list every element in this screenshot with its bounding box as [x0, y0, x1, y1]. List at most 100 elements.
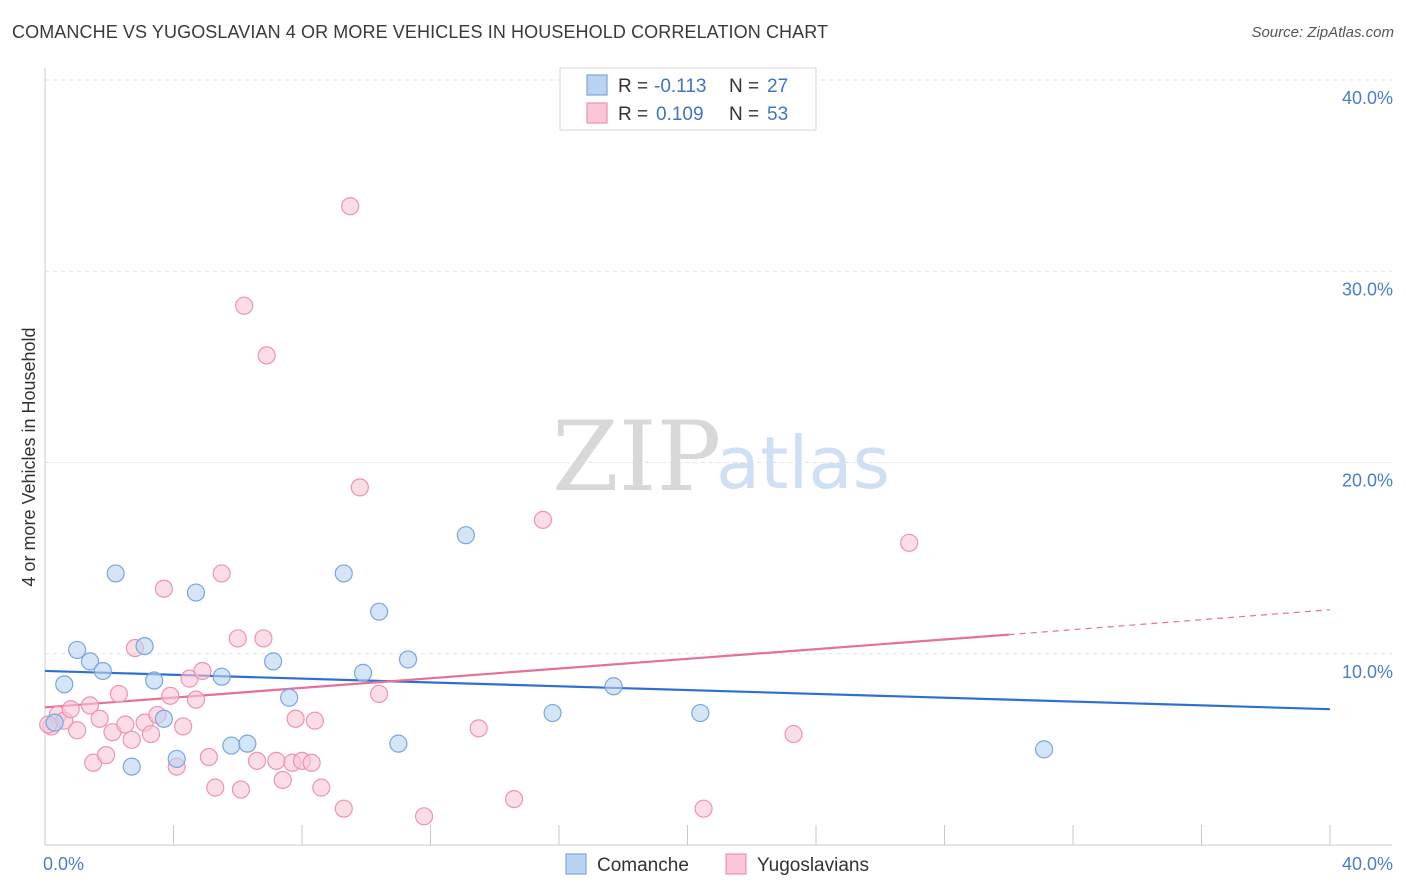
yugoslavian-point [469, 719, 488, 738]
x-tick-label: 40.0% [1342, 854, 1393, 874]
x-tick-labels: 0.0% 40.0% [43, 854, 1393, 874]
legend-r-label-comanche: R = [618, 76, 648, 97]
comanche-point [1034, 740, 1054, 759]
comanche-point [238, 734, 257, 753]
series-legend: Comanche Yugoslavians [565, 853, 869, 876]
legend-n-label-yugoslavians: N = [729, 104, 759, 125]
y-tick-label: 10.0% [1342, 662, 1393, 682]
yugoslavian-point [161, 686, 180, 705]
yugoslavian-point [109, 684, 128, 704]
yugoslavian-point [174, 717, 193, 736]
yugoslavian-point [334, 799, 353, 818]
comanche-point [186, 583, 206, 602]
comanche-point [263, 652, 283, 671]
legend-swatch-yugoslavians [586, 102, 608, 124]
chart-title: COMANCHE VS YUGOSLAVIAN 4 OR MORE VEHICL… [12, 22, 829, 42]
comanche-point [280, 688, 299, 707]
yugoslavian-point [228, 629, 247, 648]
watermark-zip: ZIP [552, 401, 721, 513]
yugoslavian-point [96, 746, 116, 765]
yugoslavian-point [80, 696, 100, 715]
comanche-point [212, 667, 231, 686]
source-credit: Source: ZipAtlas.com [1251, 24, 1394, 41]
yugoslavian-point [350, 478, 369, 497]
yugoslavian-point [90, 709, 109, 728]
yugoslavian-point [305, 711, 324, 730]
comanche-point [691, 703, 710, 723]
bottom-legend-swatch-comanche [565, 853, 587, 875]
y-tick-label: 30.0% [1342, 279, 1393, 299]
yugoslavian-point [154, 579, 173, 598]
x-tick-label: 0.0% [43, 854, 84, 874]
yugoslavian-trend-line [44, 633, 1009, 709]
yugoslavian-point [504, 789, 524, 809]
yugoslavian-point [116, 715, 135, 734]
yugoslavian-point [193, 661, 212, 681]
comanche-point [389, 734, 408, 753]
yugoslavian-point [212, 564, 231, 583]
data-points [39, 197, 1054, 826]
yugoslavian-point [302, 753, 321, 772]
comanche-point [222, 736, 241, 755]
legend-n-label-comanche: N = [729, 76, 759, 97]
y-tick-label: 40.0% [1342, 88, 1393, 108]
yugoslavian-point [186, 690, 206, 709]
legend-r-value-yugoslavians: 0.109 [656, 104, 704, 125]
y-axis-label: 4 or more Vehicles in Household [19, 327, 39, 586]
yugoslavian-point [784, 724, 803, 744]
comanche-point [122, 757, 141, 776]
comanche-point [154, 709, 173, 728]
yugoslavian-point [235, 296, 254, 315]
y-tick-label: 20.0% [1342, 471, 1393, 491]
legend-n-value-yugoslavians: 53 [767, 104, 788, 125]
yugoslavian-point [286, 709, 305, 728]
comanche-point [167, 749, 186, 769]
correlation-legend: R = -0.113 N = 27 R = 0.109 N = 53 [559, 67, 817, 131]
yugoslavian-point [533, 510, 553, 529]
comanche-point [145, 671, 164, 690]
yugoslavian-point [414, 807, 434, 826]
yugoslavian-point [122, 730, 141, 749]
comanche-point [135, 636, 154, 656]
axes [44, 68, 1392, 846]
bottom-legend-label-comanche: Comanche [597, 855, 689, 876]
legend-n-value-comanche: 27 [767, 76, 788, 97]
yugoslavian-point [694, 799, 713, 818]
yugoslavian-point [141, 724, 161, 744]
bottom-legend-label-yugoslavians: Yugoslavians [757, 855, 869, 876]
comanche-trend-line [44, 669, 1331, 711]
comanche-point [398, 650, 418, 669]
legend-r-label-yugoslavians: R = [618, 104, 648, 125]
yugoslavian-point [900, 533, 919, 552]
comanche-point [604, 677, 623, 696]
yugoslavian-point [267, 751, 286, 770]
yugoslavian-trend-extension [1008, 609, 1331, 636]
comanche-point [106, 564, 125, 583]
comanche-point [80, 652, 100, 671]
yugoslavian-point [68, 721, 87, 740]
watermark-atlas: atlas [716, 421, 890, 505]
yugoslavian-point [61, 700, 80, 719]
yugoslavian-point [341, 197, 360, 216]
comanche-point [68, 640, 87, 660]
comanche-point [93, 661, 112, 681]
yugoslavian-point [206, 778, 225, 797]
yugoslavian-point [254, 629, 273, 648]
comanche-point [370, 602, 389, 621]
yugoslavian-point [257, 346, 276, 365]
comanche-point [334, 564, 353, 583]
grid-lines [45, 79, 1392, 655]
y-tick-labels: 10.0% 20.0% 30.0% 40.0% [1342, 88, 1393, 682]
yugoslavian-point [247, 751, 267, 770]
trend-lines [44, 609, 1331, 711]
yugoslavian-point [231, 780, 251, 799]
comanche-point [543, 703, 562, 723]
legend-swatch-comanche [586, 74, 608, 96]
comanche-point [55, 675, 74, 694]
yugoslavian-point [370, 684, 389, 704]
yugoslavian-point [273, 770, 292, 790]
bottom-legend-swatch-yugoslavians [725, 853, 747, 875]
comanche-point [456, 526, 475, 545]
legend-r-value-comanche: -0.113 [654, 76, 706, 97]
